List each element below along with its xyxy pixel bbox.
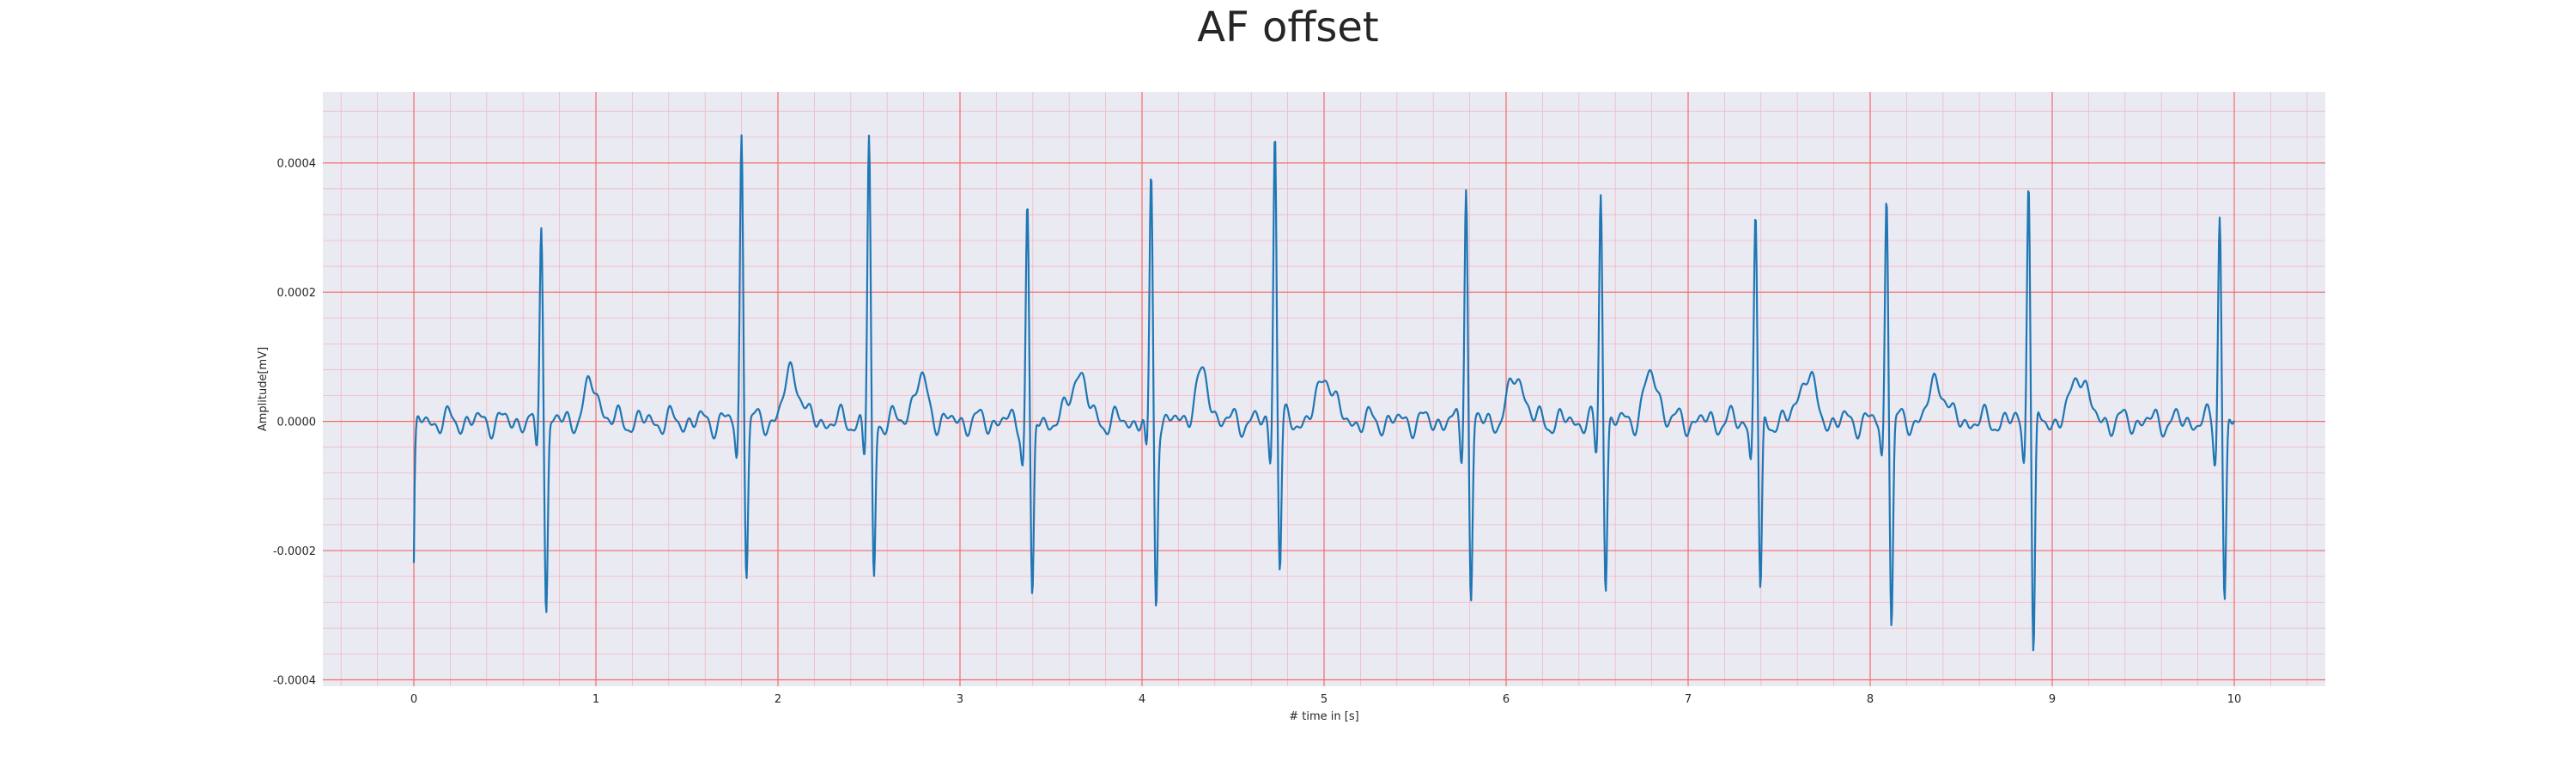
x-tick-label: 4: [1139, 693, 1145, 706]
x-tick-label: 0: [410, 693, 417, 706]
ecg-series-line: [412, 134, 2236, 652]
x-tick-label: 9: [2049, 693, 2056, 706]
y-tick-label: -0.0002: [273, 545, 316, 558]
y-tick-label: 0.0000: [277, 417, 317, 429]
y-tick-label: 0.0002: [277, 287, 317, 300]
chart-title: AF offset: [1197, 3, 1379, 52]
y-axis-ticks: -0.0004 -0.0002 0.0000 0.0002 0.0004: [273, 158, 316, 688]
x-tick-label: 5: [1321, 693, 1327, 706]
y-axis-label: Amplitude[mV]: [257, 347, 270, 431]
x-tick-label: 2: [775, 693, 781, 706]
x-tick-label: 8: [1867, 693, 1874, 706]
x-tick-label: 7: [1685, 693, 1692, 706]
x-tick-label: 3: [957, 693, 963, 706]
x-tick-label: 1: [592, 693, 599, 706]
x-axis-label: # time in [s]: [1289, 710, 1358, 723]
major-grid: [323, 92, 2325, 686]
x-axis-ticks: 0 1 2 3 4 5 6 7 8 9 10: [410, 693, 2241, 706]
y-tick-label: 0.0004: [277, 158, 317, 171]
x-tick-label: 10: [2227, 693, 2242, 706]
x-tick-label: 6: [1503, 693, 1510, 706]
y-tick-label: -0.0004: [273, 674, 316, 687]
